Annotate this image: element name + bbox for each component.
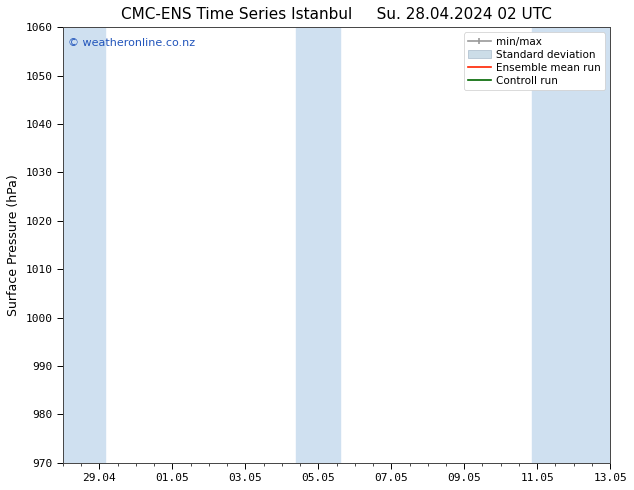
Bar (59, 27, 105, 463)
Title: CMC-ENS Time Series Istanbul     Su. 28.04.2024 02 UTC: CMC-ENS Time Series Istanbul Su. 28.04.2… (121, 7, 552, 22)
Bar (532, 27, 614, 463)
Legend: min/max, Standard deviation, Ensemble mean run, Controll run: min/max, Standard deviation, Ensemble me… (463, 32, 605, 90)
Bar (297, 27, 340, 463)
Y-axis label: Surface Pressure (hPa): Surface Pressure (hPa) (7, 174, 20, 316)
Text: © weatheronline.co.nz: © weatheronline.co.nz (68, 38, 195, 48)
